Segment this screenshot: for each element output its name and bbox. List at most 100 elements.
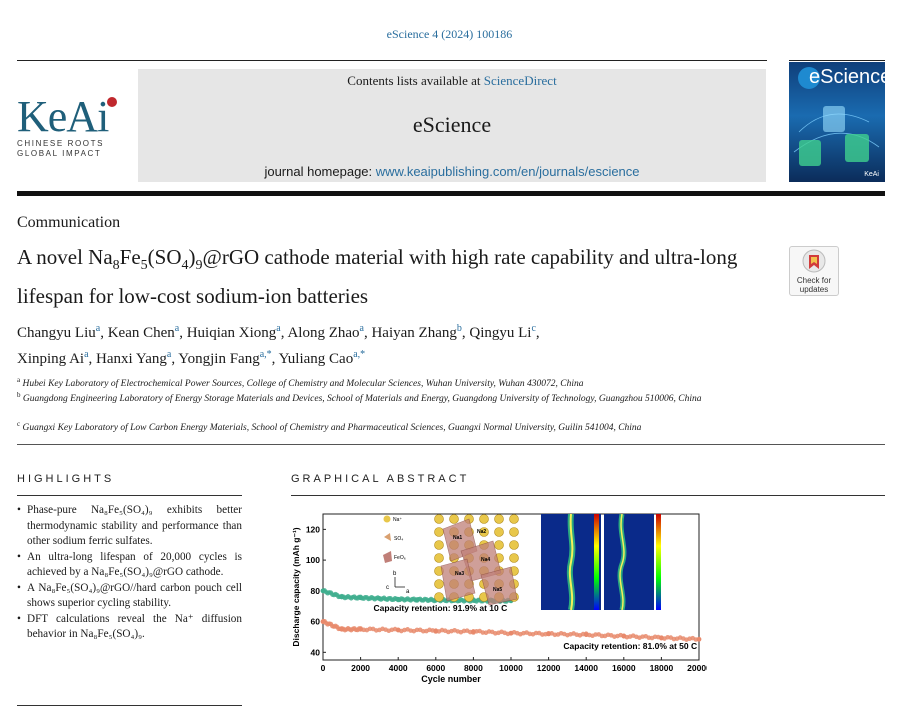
crossmark-icon [802,249,826,273]
author-affiliation-marker[interactable]: a [84,349,89,360]
highlight-item: An ultra-long lifespan of 20,000 cycles … [17,550,242,581]
crystal-structure-inset: Na⁺ SO₄ FeO₆ Na1 Na2 Na3 Na4 Na5 b c a [383,514,519,606]
na-site-label: Na4 [481,557,490,563]
author-name[interactable]: Huiqian Xiong [186,325,277,341]
affiliation: a Hubei Key Laboratory of Electrochemica… [17,374,777,391]
author-name[interactable]: Yongjin Fang [178,351,260,367]
data-point-1 [433,628,439,634]
author-name[interactable]: Yuliang Cao [278,351,354,367]
na-atom [434,514,444,524]
legend-so4-marker [384,533,391,541]
feo6-polyhedron [440,558,476,602]
na-atom [449,514,459,524]
author-affiliation-marker[interactable]: c [531,323,536,334]
na-site-label: Na5 [493,587,502,593]
legend-so4-label: SO₄ [394,536,403,542]
graphical-abstract-heading: GRAPHICAL ABSTRACT [291,473,470,485]
na-atom [509,514,519,524]
affiliation-text: Hubei Key Laboratory of Electrochemical … [22,379,584,390]
author-name[interactable]: Along Zhao [287,325,360,341]
legend-feo6-label: FeO₆ [394,555,406,561]
author-affiliation-marker[interactable]: a [166,349,172,360]
data-point-1 [696,636,702,642]
na-atom [509,527,519,537]
data-point-0 [377,596,382,601]
logo-word: KeAi [17,92,109,141]
affiliation: c Guangxi Key Laboratory of Low Carbon E… [17,418,777,435]
data-point-1 [659,635,664,641]
x-tick-label: 14000 [574,663,598,673]
title-part: Fe [119,245,141,269]
x-tick-label: 2000 [351,663,370,673]
data-point-1 [471,629,476,634]
affiliation: b Guangdong Engineering Laboratory of En… [17,389,777,406]
y-tick-label: 100 [306,555,320,565]
author-list: Changyu Liua, Kean Chena, Huiqian Xionga… [17,323,540,367]
author-name[interactable]: Kean Chen [107,325,175,341]
data-point-1 [508,630,514,636]
data-point-1 [621,633,627,639]
logo-tagline-1: CHINESE ROOTS [17,139,105,148]
heatmap-1 [541,513,601,611]
contents-prefix: Contents lists available at [347,73,484,88]
logo-tagline-2: GLOBAL IMPACT [17,149,102,158]
cover-block-3 [823,106,845,132]
author-affiliation-marker[interactable]: a [174,323,180,334]
data-point-1 [339,626,345,632]
author-affiliation-marker[interactable]: a,* [353,349,366,360]
data-point-1 [583,632,589,638]
axis-c-label: c [386,585,389,591]
na-atom [434,579,444,589]
highlights-list: Phase-pure Na₈Fe₅(SO₄)₉ exhibits better … [17,503,242,643]
contents-line: Contents lists available at ScienceDirec… [138,73,766,89]
title-sub: 5 [140,258,148,274]
section-divider [17,444,885,445]
na-atom [494,514,504,524]
author-affiliation-marker[interactable]: a,* [259,349,272,360]
affiliation-key: c [17,420,21,428]
na-atom [434,527,444,537]
journal-reference[interactable]: eScience 4 (2024) 100186 [386,27,513,41]
author-name[interactable]: Qingyu Li [469,325,532,341]
y-tick-label: 40 [311,647,321,657]
na-atom [494,540,504,550]
author-affiliation-marker[interactable]: a [95,323,101,334]
author-name[interactable]: Hanxi Yang [96,351,167,367]
highlight-item: Phase-pure Na₈Fe₅(SO₄)₉ exhibits better … [17,503,242,550]
author-name[interactable]: Haiyan Zhang [371,325,457,341]
x-tick-label: 16000 [612,663,636,673]
author-name[interactable]: Xinping Ai [17,351,85,367]
title-sub: 8 [112,258,120,274]
x-tick-label: 8000 [464,663,483,673]
data-point-0 [358,595,363,601]
heatmap-1-colorbar [594,514,599,610]
author-affiliation-marker[interactable]: b [456,323,462,334]
na-atom [434,553,444,563]
journal-cover[interactable]: eScience KeAi [789,62,885,182]
data-point-1 [546,631,551,637]
highlights-bottom-rule [17,705,242,706]
author-name[interactable]: Changyu Liu [17,325,96,341]
data-point-0 [414,597,420,603]
cover-block-1 [799,140,821,166]
heatmap-2 [604,513,654,611]
axis-b-label: b [393,571,397,577]
header-rule-cover [789,60,885,61]
na-site-label: Na2 [477,529,486,535]
cover-logo-circle [798,67,820,89]
author-affiliation-marker[interactable]: a [276,323,281,334]
homepage-prefix: journal homepage: [264,164,376,179]
heatmap-2-colorbar [656,514,661,610]
title-sub: 4 [181,258,189,274]
author-affiliation-marker[interactable]: a [359,323,364,334]
homepage-link[interactable]: www.keaipublishing.com/en/journals/escie… [375,164,640,179]
affiliation-text: Guangxi Key Laboratory of Low Carbon Ene… [22,423,642,434]
keai-logo: KeAi CHINESE ROOTS GLOBAL IMPACT [17,95,127,159]
title-part: @rGO cathode material with high rate cap… [17,245,738,309]
header-rule [17,60,767,61]
sciencedirect-link[interactable]: ScienceDirect [483,73,557,88]
check-for-updates-button[interactable] [789,246,839,296]
na-site-label: Na1 [453,535,462,541]
x-tick-label: 6000 [426,663,445,673]
y-axis-label: Discharge capacity (mAh g⁻¹) [291,527,301,646]
